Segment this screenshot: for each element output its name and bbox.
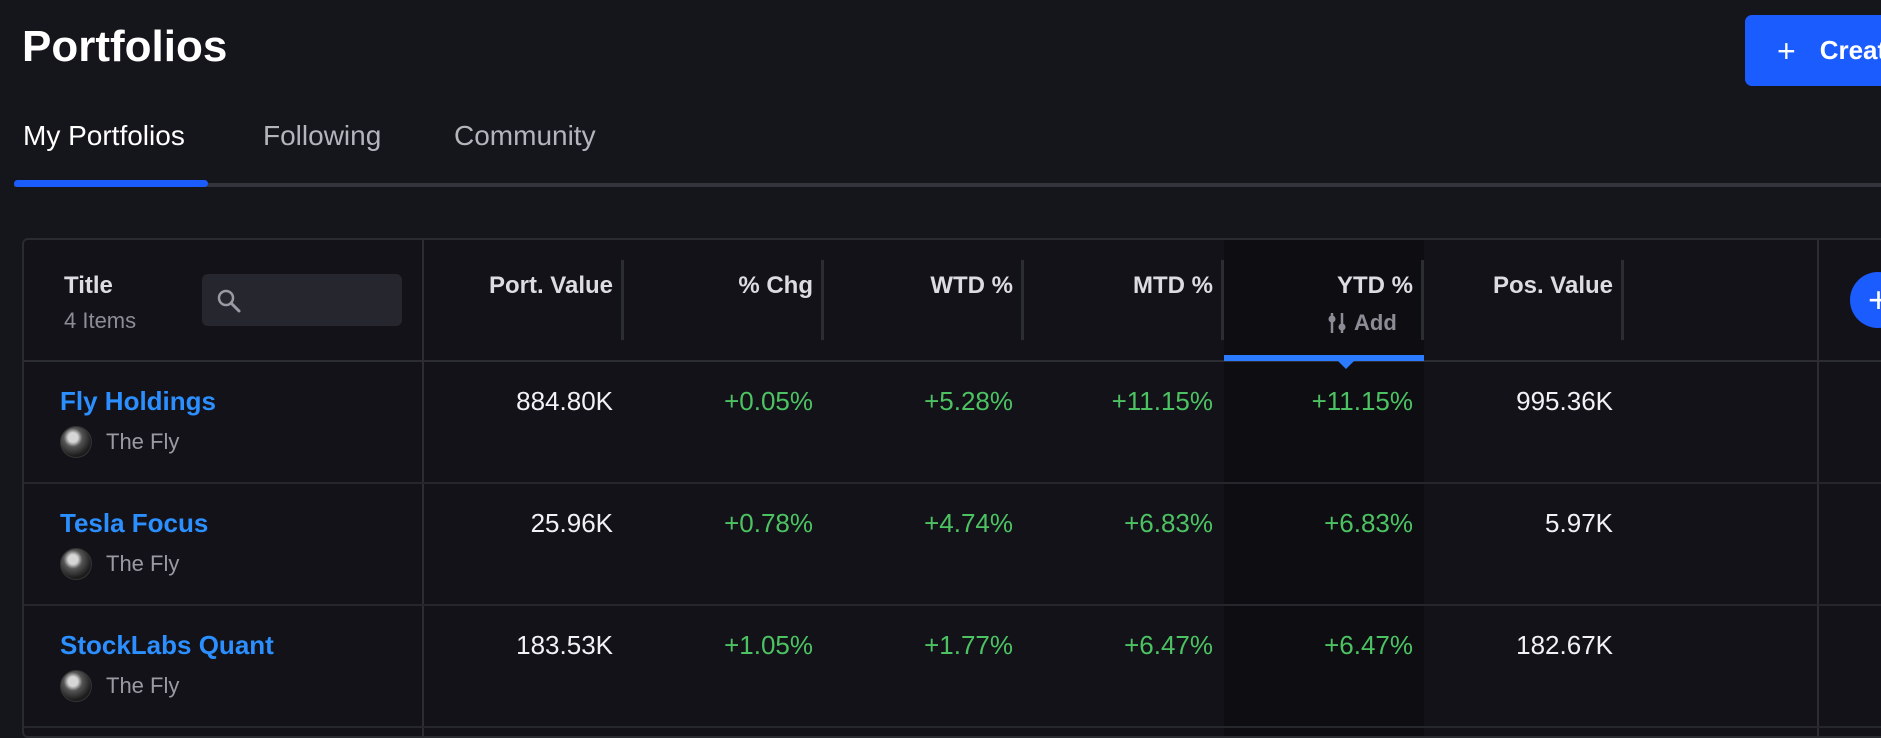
pct-chg-cell: +0.78% [724, 508, 813, 538]
search-icon [217, 289, 241, 313]
tab-bar: My Portfolios Following Community [0, 110, 1881, 190]
mtd-cell: +6.83% [1124, 508, 1213, 538]
pct-chg-cell: +0.05% [724, 386, 813, 416]
sort-pointer [1338, 361, 1354, 369]
row-divider [24, 482, 1881, 484]
ytd-cell: +11.15% [1311, 386, 1413, 416]
port-value-cell: 183.53K [516, 630, 613, 660]
title-column-divider [422, 240, 424, 736]
port-value-cell: 884.80K [516, 386, 613, 416]
portfolio-name-link[interactable]: Fly Holdings [60, 386, 216, 416]
pos-value-cell: 995.36K [1516, 386, 1613, 416]
table-row[interactable]: Fly Holdings The Fly 884.80K +0.05% +5.2… [24, 362, 1881, 484]
column-separator [1021, 260, 1024, 340]
owner-name: The Fly [106, 673, 180, 698]
pos-value-cell: 182.67K [1516, 630, 1613, 660]
wtd-cell: +5.28% [924, 386, 1013, 416]
pos-value-cell: 5.97K [1545, 508, 1613, 538]
tab-my-portfolios[interactable]: My Portfolios [23, 120, 185, 151]
column-header-mtd[interactable]: MTD % [1133, 272, 1213, 299]
add-column-control[interactable]: Add [1326, 310, 1397, 336]
portfolio-name-link[interactable]: StockLabs Quant [60, 630, 274, 660]
column-separator [821, 260, 824, 340]
wtd-cell: +1.77% [924, 630, 1013, 660]
portfolio-owner: The Fly [60, 670, 179, 702]
plus-icon: + [1777, 32, 1796, 69]
portfolios-table: Title 4 Items Port. Value % Chg WTD % MT… [22, 238, 1881, 738]
header-divider [24, 360, 1881, 362]
avatar [60, 426, 92, 458]
column-separator [1621, 260, 1624, 340]
avatar [60, 670, 92, 702]
tab-following[interactable]: Following [263, 120, 382, 151]
add-column-button[interactable]: + [1850, 272, 1881, 328]
avatar [60, 548, 92, 580]
row-divider [24, 604, 1881, 606]
mtd-cell: +6.47% [1124, 630, 1213, 660]
portfolio-name-link[interactable]: Tesla Focus [60, 508, 209, 538]
page-title: Portfolios [22, 22, 228, 71]
title-column-header[interactable]: Title [64, 272, 113, 299]
create-button-label: Creat [1819, 35, 1881, 65]
column-separator [1421, 260, 1424, 340]
ytd-cell: +6.47% [1324, 630, 1413, 660]
portfolio-owner: The Fly [60, 426, 179, 458]
table-row[interactable]: Tesla Focus The Fly 25.96K +0.78% +4.74%… [24, 484, 1881, 606]
port-value-cell: 25.96K [530, 508, 613, 538]
ytd-column-highlight [1224, 240, 1424, 736]
table-row[interactable]: StockLabs Quant The Fly 183.53K +1.05% +… [24, 606, 1881, 728]
row-divider [24, 726, 1881, 728]
item-count: 4 Items [64, 308, 137, 333]
portfolio-owner: The Fly [60, 548, 179, 580]
column-header-pos-value[interactable]: Pos. Value [1492, 272, 1613, 299]
tabs-divider [14, 183, 1881, 187]
sorted-column-indicator [1224, 355, 1424, 361]
column-separator [621, 260, 624, 340]
mtd-cell: +11.15% [1111, 386, 1213, 416]
sliders-icon [1328, 313, 1346, 333]
column-separator [1221, 260, 1224, 340]
title-search-input[interactable] [202, 274, 402, 326]
column-header-port-value[interactable]: Port. Value [488, 272, 613, 299]
pct-chg-cell: +1.05% [724, 630, 813, 660]
owner-name: The Fly [106, 429, 180, 454]
ytd-cell: +6.83% [1324, 508, 1413, 538]
tab-community[interactable]: Community [454, 120, 596, 151]
add-column-divider [1817, 240, 1819, 736]
create-portfolio-button[interactable]: + Creat [1745, 15, 1881, 86]
column-header-pct-chg[interactable]: % Chg [738, 272, 813, 299]
active-tab-indicator [14, 180, 208, 187]
wtd-cell: +4.74% [924, 508, 1013, 538]
owner-name: The Fly [106, 551, 180, 576]
add-label: Add [1354, 310, 1397, 335]
column-header-wtd[interactable]: WTD % [930, 272, 1013, 299]
column-header-ytd[interactable]: YTD % [1336, 272, 1413, 299]
